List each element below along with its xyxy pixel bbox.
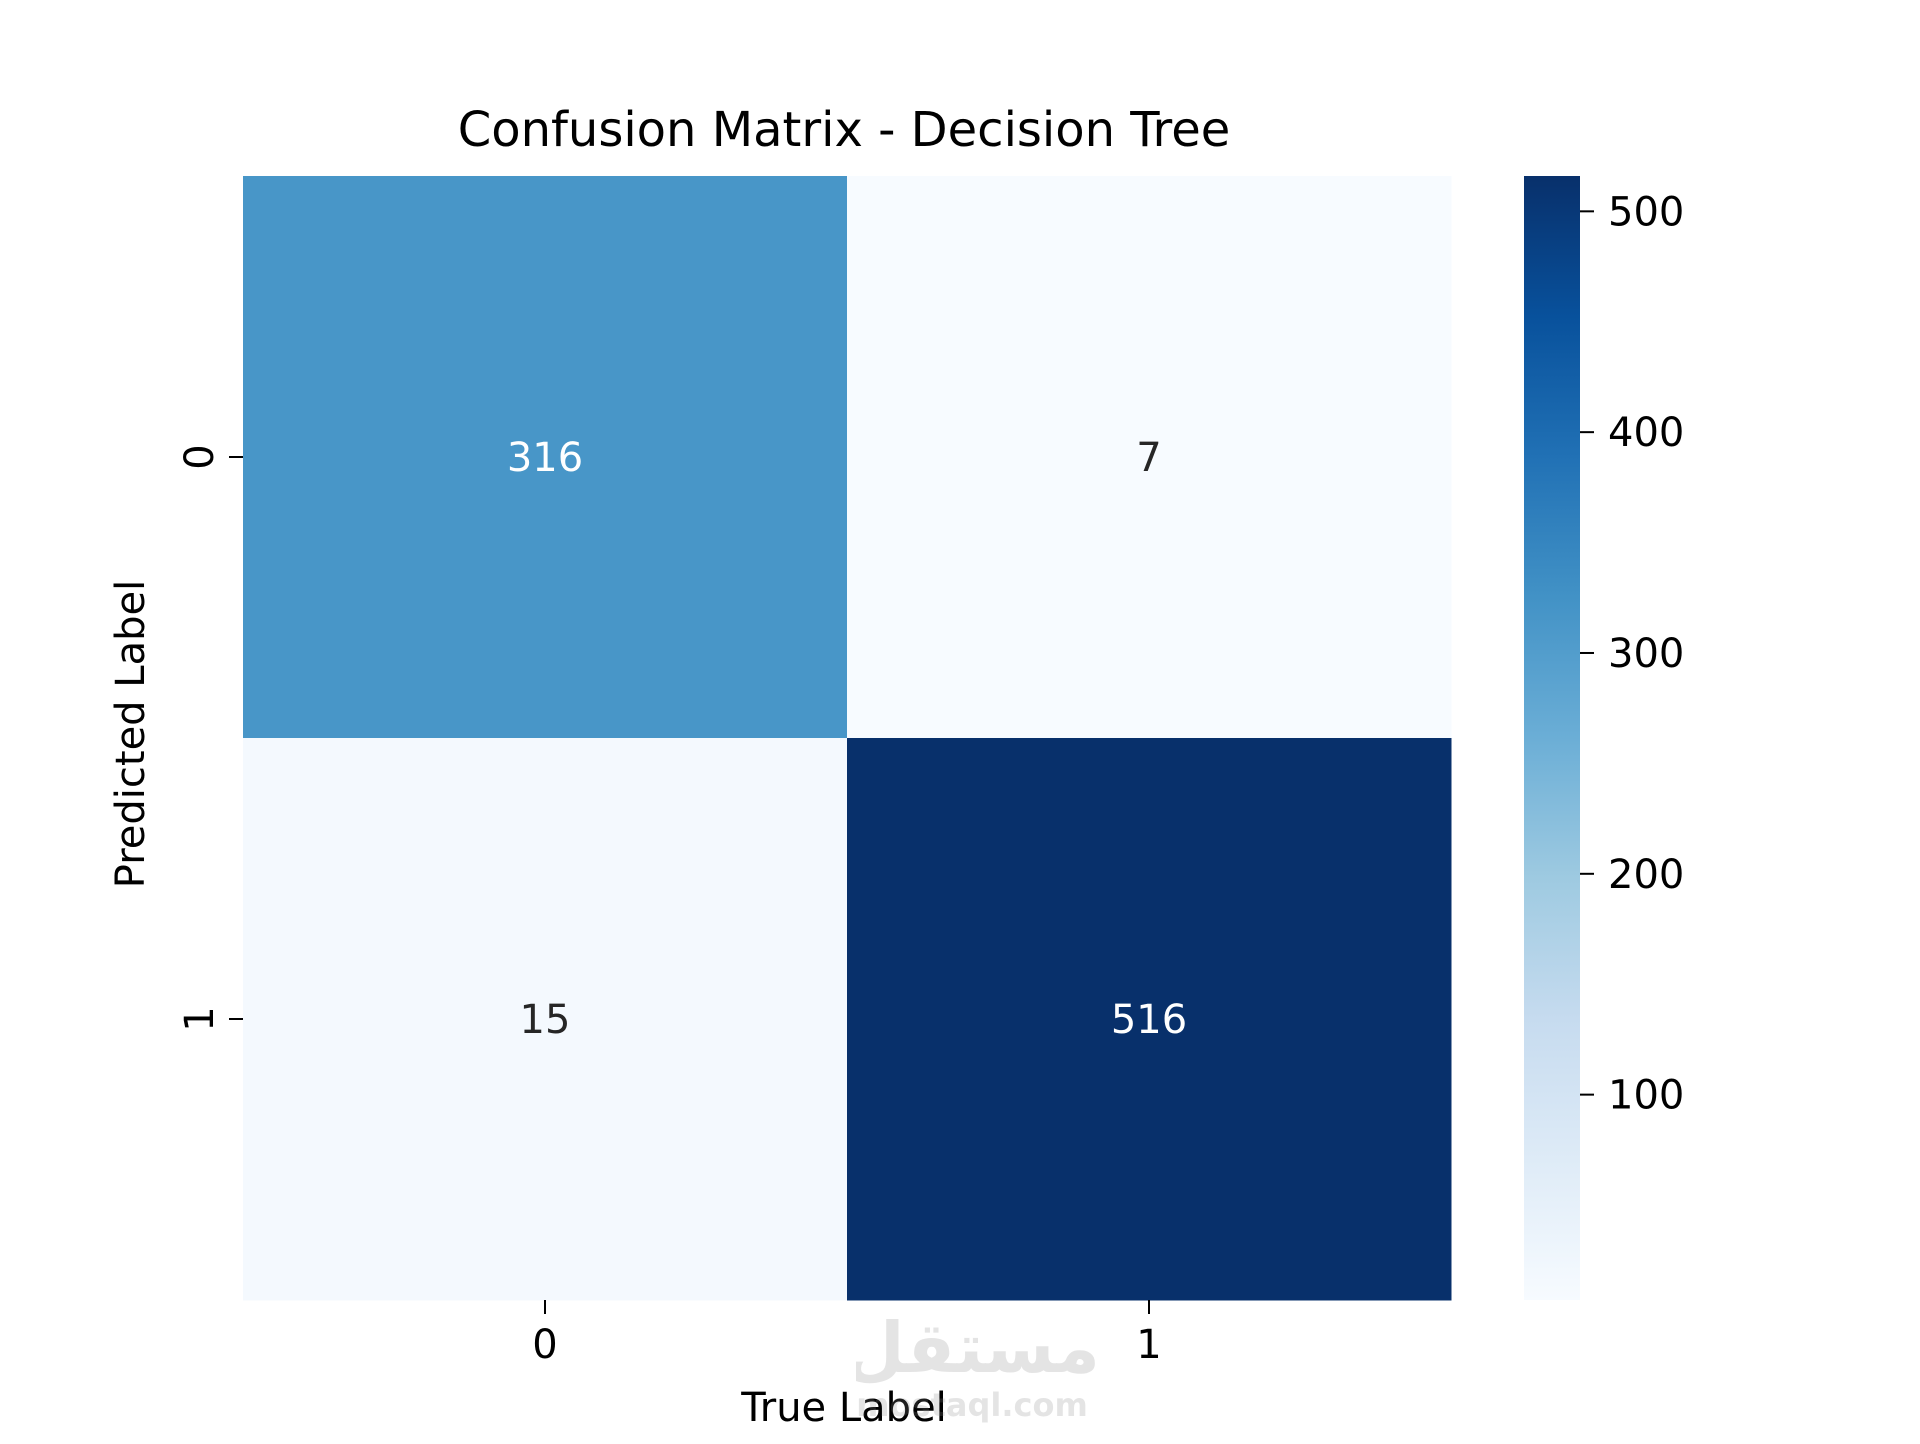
colorbar-tick-label: 500 (1608, 189, 1684, 235)
colorbar-tick-label: 100 (1608, 1073, 1684, 1119)
x-tick-label: 1 (1136, 1322, 1161, 1368)
heatmap-cell (847, 176, 1452, 739)
heatmap-cell (847, 738, 1452, 1301)
heatmap-cell (243, 738, 848, 1301)
colorbar-tick-label: 400 (1608, 410, 1684, 456)
colorbar-tick-label: 200 (1608, 852, 1684, 898)
cell-value-label: 516 (1111, 997, 1187, 1043)
colorbar (1524, 176, 1580, 1300)
cell-value-label: 316 (507, 435, 583, 481)
x-axis-label: True Label (740, 1385, 947, 1431)
y-tick-label: 1 (177, 1006, 223, 1031)
heatmap-cell (243, 176, 848, 739)
colorbar-tick-label: 300 (1608, 631, 1684, 677)
cell-value-label: 15 (520, 997, 571, 1043)
colorbar-ticks: 100 200 300 400 500 (1580, 189, 1684, 1119)
y-axis-label: Predicted Label (108, 580, 154, 888)
x-tick-label: 0 (532, 1322, 557, 1368)
cell-value-label: 7 (1136, 435, 1161, 481)
y-axis: 01 (177, 444, 243, 1032)
y-tick-label: 0 (177, 444, 223, 469)
heatmap-cells: 316 7 15 516 (243, 176, 1452, 1301)
chart-title: Confusion Matrix - Decision Tree (458, 102, 1231, 158)
